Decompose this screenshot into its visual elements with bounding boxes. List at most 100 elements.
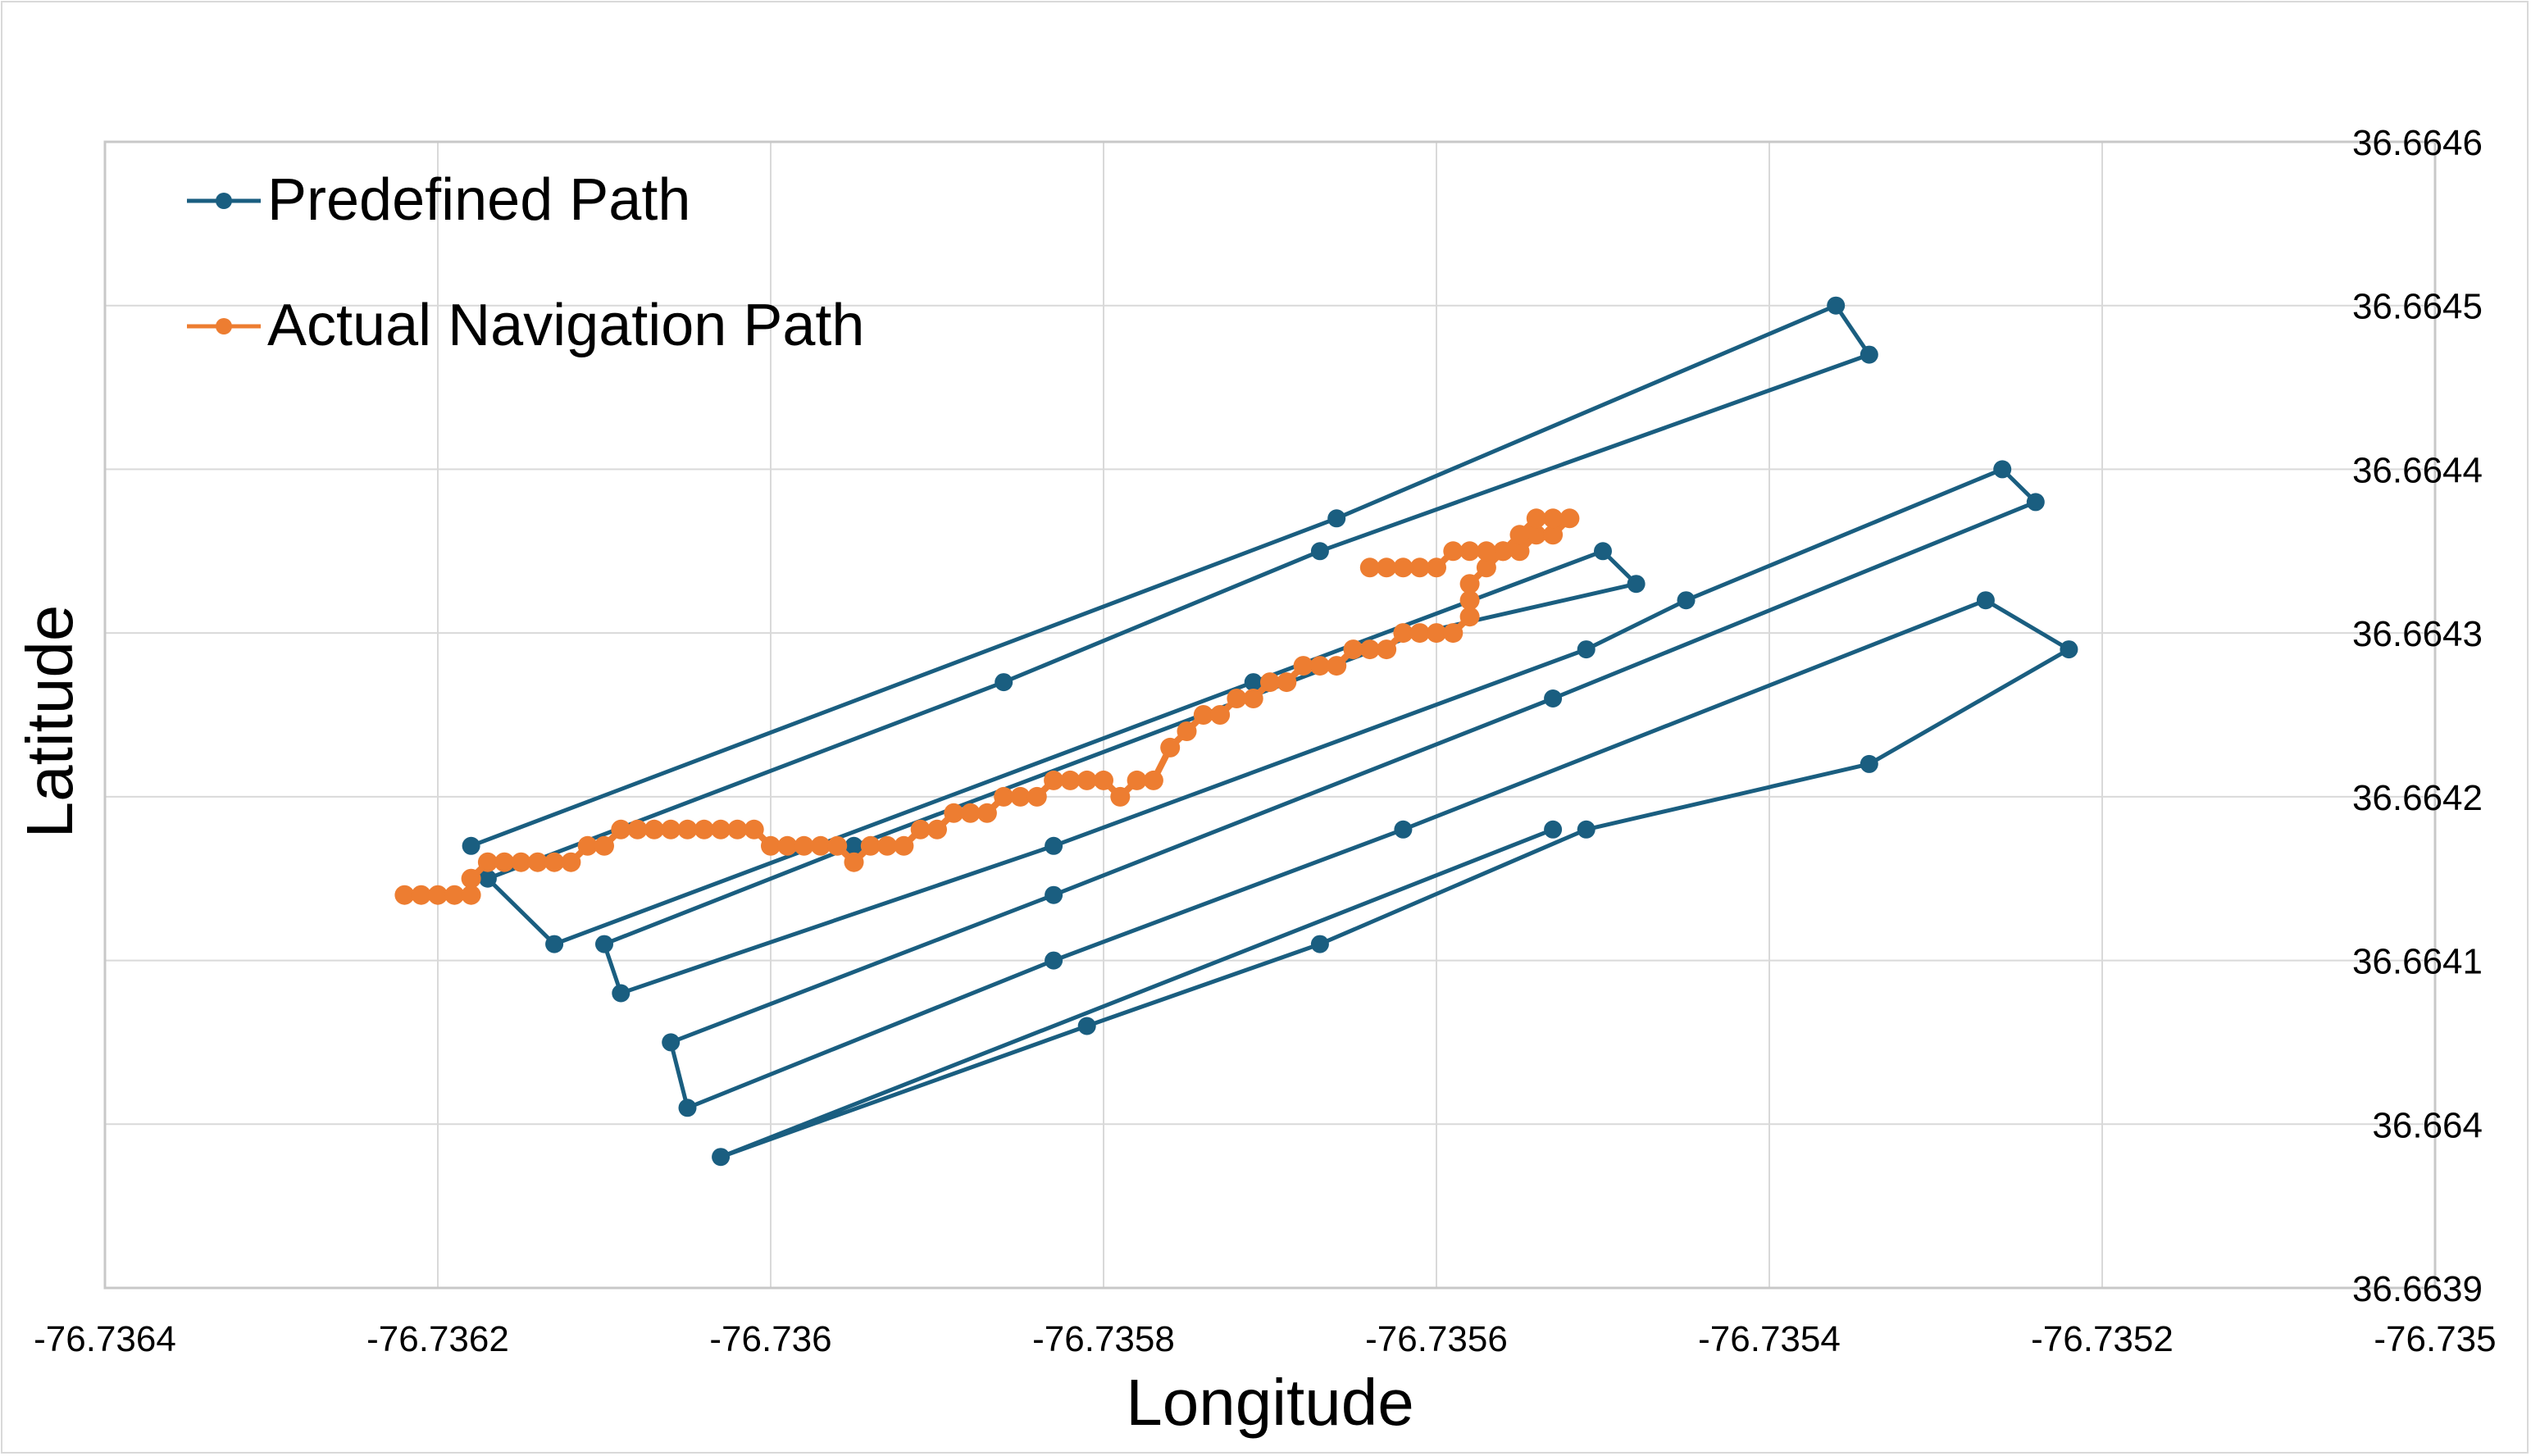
data-point-actual-navigation-path xyxy=(1526,508,1546,529)
data-point-predefined-path xyxy=(1544,689,1563,708)
data-point-actual-navigation-path xyxy=(561,852,581,872)
data-point-actual-navigation-path xyxy=(694,819,714,839)
data-point-actual-navigation-path xyxy=(594,835,614,856)
series-line-predefined-path xyxy=(470,303,2071,1159)
data-point-actual-navigation-path xyxy=(976,803,997,823)
x-tick-label: -76.7352 xyxy=(2031,1319,2174,1359)
data-point-actual-navigation-path xyxy=(1509,541,1530,562)
data-point-predefined-path xyxy=(1544,820,1563,839)
data-point-actual-navigation-path xyxy=(611,819,631,839)
data-point-actual-navigation-path xyxy=(1443,541,1464,562)
data-point-actual-navigation-path xyxy=(1493,541,1514,562)
legend-marker-predefined-path xyxy=(216,193,232,209)
data-point-actual-navigation-path xyxy=(1393,623,1413,644)
data-point-actual-navigation-path xyxy=(1193,705,1213,725)
data-point-predefined-path xyxy=(1045,836,1063,855)
data-point-actual-navigation-path xyxy=(1309,656,1330,676)
data-point-actual-navigation-path xyxy=(910,819,931,839)
data-point-predefined-path xyxy=(1327,509,1346,528)
data-point-predefined-path xyxy=(1394,820,1413,839)
data-point-actual-navigation-path xyxy=(428,885,448,905)
data-point-predefined-path xyxy=(545,935,564,953)
x-axis-title: Longitude xyxy=(1126,1366,1413,1439)
data-point-actual-navigation-path xyxy=(1293,656,1313,676)
data-point-actual-navigation-path xyxy=(944,803,964,823)
data-point-actual-navigation-path xyxy=(1243,689,1263,708)
data-point-actual-navigation-path xyxy=(1359,557,1380,578)
data-point-actual-navigation-path xyxy=(1377,639,1397,660)
data-point-actual-navigation-path xyxy=(1044,770,1064,790)
legend-marker-actual-navigation-path xyxy=(216,318,232,334)
y-tick-label: 36.664 xyxy=(2372,1105,2483,1145)
data-point-actual-navigation-path xyxy=(1559,508,1580,529)
data-point-actual-navigation-path xyxy=(810,835,831,856)
data-point-actual-navigation-path xyxy=(627,819,648,839)
data-point-predefined-path xyxy=(678,1099,697,1117)
x-tick-label: -76.7354 xyxy=(1698,1319,1841,1359)
data-point-actual-navigation-path xyxy=(1060,770,1081,790)
data-point-predefined-path xyxy=(2060,640,2078,659)
data-point-actual-navigation-path xyxy=(794,835,814,856)
series-layer xyxy=(394,296,2078,1167)
data-point-actual-navigation-path xyxy=(1177,721,1197,741)
legend-item-actual-navigation-path: Actual Navigation Path xyxy=(187,293,864,358)
data-point-actual-navigation-path xyxy=(1143,770,1163,790)
data-point-actual-navigation-path xyxy=(727,819,748,839)
data-point-actual-navigation-path xyxy=(1377,557,1397,578)
data-point-actual-navigation-path xyxy=(1459,574,1480,594)
series-actual-navigation-path xyxy=(394,508,1580,905)
data-point-actual-navigation-path xyxy=(1110,786,1131,807)
data-point-actual-navigation-path xyxy=(1127,770,1147,790)
y-tick-label: 36.6646 xyxy=(2352,123,2483,163)
data-point-predefined-path xyxy=(844,836,863,855)
data-point-actual-navigation-path xyxy=(644,819,664,839)
data-point-predefined-path xyxy=(1310,935,1329,953)
data-point-actual-navigation-path xyxy=(1427,557,1446,578)
data-point-actual-navigation-path xyxy=(1459,607,1480,627)
data-point-actual-navigation-path xyxy=(411,885,431,905)
x-tick-label: -76.7356 xyxy=(1365,1319,1508,1359)
data-point-actual-navigation-path xyxy=(927,819,947,839)
data-point-actual-navigation-path xyxy=(877,835,898,856)
data-point-actual-navigation-path xyxy=(1543,508,1564,529)
data-point-actual-navigation-path xyxy=(544,852,565,872)
data-point-predefined-path xyxy=(462,836,480,855)
data-point-actual-navigation-path xyxy=(1077,770,1097,790)
data-point-actual-navigation-path xyxy=(1543,525,1564,545)
data-point-actual-navigation-path xyxy=(1526,525,1546,545)
y-tick-label: 36.6645 xyxy=(2352,287,2483,327)
data-point-predefined-path xyxy=(1993,460,2012,479)
data-point-predefined-path xyxy=(595,935,613,953)
data-point-actual-navigation-path xyxy=(1210,705,1231,725)
x-tick-label: -76.7358 xyxy=(1032,1319,1175,1359)
x-tick-labels: -76.7364 -76.7362 -76.736 -76.7358 -76.7356 -… xyxy=(34,1319,2496,1359)
data-point-actual-navigation-path xyxy=(461,868,481,889)
data-point-actual-navigation-path xyxy=(1409,623,1430,644)
data-point-actual-navigation-path xyxy=(511,852,531,872)
data-point-actual-navigation-path xyxy=(527,852,548,872)
y-axis-title: Latitude xyxy=(13,605,86,839)
y-tick-label: 36.6642 xyxy=(2352,778,2483,818)
legend-item-predefined-path: Predefined Path xyxy=(187,167,690,233)
data-point-actual-navigation-path xyxy=(860,835,881,856)
data-point-actual-navigation-path xyxy=(1443,623,1464,644)
data-point-predefined-path xyxy=(1827,296,1846,315)
data-point-actual-navigation-path xyxy=(677,819,698,839)
data-point-actual-navigation-path xyxy=(1227,689,1247,708)
data-point-actual-navigation-path xyxy=(761,835,781,856)
data-point-actual-navigation-path xyxy=(1476,541,1496,562)
y-tick-label: 36.6641 xyxy=(2352,942,2483,982)
data-point-actual-navigation-path xyxy=(1027,786,1047,807)
data-point-actual-navigation-path xyxy=(1393,557,1413,578)
legend-label-actual-navigation-path: Actual Navigation Path xyxy=(267,293,864,358)
data-point-actual-navigation-path xyxy=(777,835,798,856)
x-tick-label: -76.735 xyxy=(2374,1319,2496,1359)
data-point-predefined-path xyxy=(1045,951,1063,970)
data-point-actual-navigation-path xyxy=(827,835,848,856)
data-point-actual-navigation-path xyxy=(477,852,498,872)
data-point-actual-navigation-path xyxy=(444,885,465,905)
y-tick-label: 36.6644 xyxy=(2352,450,2483,490)
y-tick-label: 36.6643 xyxy=(2352,614,2483,654)
data-point-actual-navigation-path xyxy=(1459,590,1480,611)
